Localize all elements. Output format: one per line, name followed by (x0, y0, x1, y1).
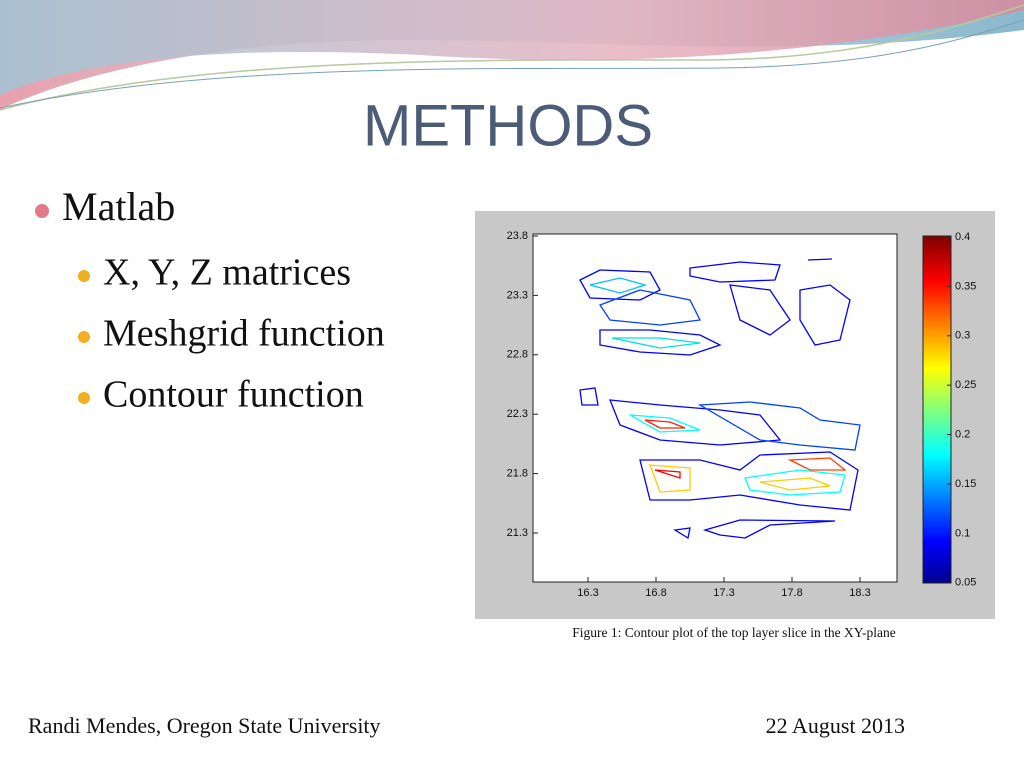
y-tick-label: 23.8 (507, 230, 528, 242)
colorbar-tick-label: 0.05 (955, 577, 976, 589)
bullet-dot (78, 331, 90, 343)
figure-caption: Figure 1: Contour plot of the top layer … (572, 625, 896, 640)
x-tick-label: 16.3 (577, 587, 598, 599)
slide-title: METHODS (363, 93, 653, 158)
colorbar-tick-label: 0.1 (955, 527, 970, 539)
x-tick-label: 17.3 (713, 587, 734, 599)
sub-bullet: X, Y, Z matrices (103, 252, 351, 294)
x-tick-label: 16.8 (645, 587, 666, 599)
y-tick-label: 22.3 (507, 408, 528, 420)
colorbar-tick-label: 0.15 (955, 478, 976, 490)
colorbar (922, 235, 952, 584)
colorbar-tick-label: 0.25 (955, 379, 976, 391)
footer-date: 22 August 2013 (766, 713, 905, 738)
bullet-dot (35, 204, 49, 218)
sub-bullet: Contour function (103, 374, 364, 416)
colorbar-tick-label: 0.35 (955, 280, 976, 292)
bullet-dot (78, 392, 90, 404)
x-tick-label: 17.8 (781, 587, 802, 599)
bullet: Matlab (62, 184, 175, 229)
sub-bullet: Meshgrid function (103, 313, 385, 355)
y-tick-label: 21.3 (507, 527, 528, 539)
x-tick-label: 18.3 (849, 587, 870, 599)
y-tick-label: 22.8 (507, 349, 528, 361)
header-line (0, 19, 1024, 109)
footer-author: Randi Mendes, Oregon State University (28, 713, 381, 738)
bullet-dot (78, 270, 90, 282)
colorbar-tick-label: 0.3 (955, 330, 970, 342)
y-tick-label: 21.8 (507, 468, 528, 480)
colorbar-tick-label: 0.4 (955, 231, 970, 243)
header-wave (0, 0, 1024, 95)
y-tick-label: 23.3 (507, 289, 528, 301)
colorbar-tick-label: 0.2 (955, 429, 970, 441)
header-line (0, 4, 1024, 111)
plot-area (532, 233, 898, 583)
contours (579, 258, 861, 540)
